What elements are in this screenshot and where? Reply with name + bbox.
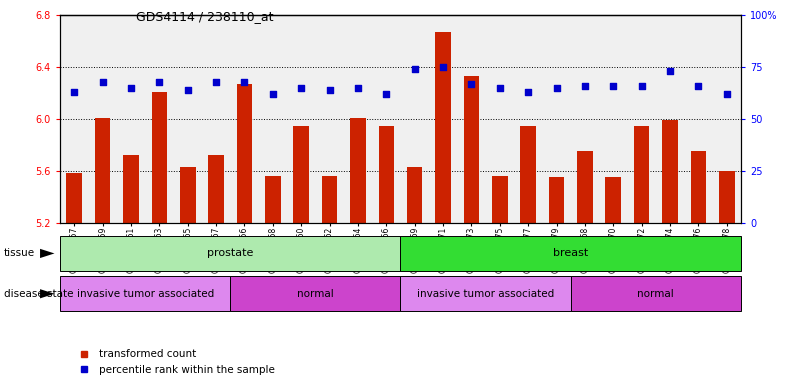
Point xyxy=(720,91,733,97)
Point xyxy=(267,91,280,97)
Bar xyxy=(570,276,741,311)
Bar xyxy=(293,126,309,223)
Bar xyxy=(151,92,167,223)
Point xyxy=(323,87,336,93)
Text: normal: normal xyxy=(297,289,334,299)
Bar xyxy=(123,156,139,223)
Bar xyxy=(606,177,621,223)
Point xyxy=(181,87,194,93)
Bar xyxy=(60,276,231,311)
Bar xyxy=(95,118,111,223)
Point xyxy=(96,79,109,85)
Point xyxy=(607,83,620,89)
Point xyxy=(352,85,364,91)
Point xyxy=(380,91,392,97)
Bar xyxy=(690,151,706,223)
Point xyxy=(493,85,506,91)
Point xyxy=(663,68,676,74)
Bar xyxy=(379,126,394,223)
Text: invasive tumor associated: invasive tumor associated xyxy=(77,289,214,299)
Text: invasive tumor associated: invasive tumor associated xyxy=(417,289,554,299)
Point xyxy=(521,89,534,95)
Bar xyxy=(662,120,678,223)
Point xyxy=(635,83,648,89)
Bar xyxy=(464,76,479,223)
Bar xyxy=(236,84,252,223)
Point xyxy=(437,64,449,70)
Bar xyxy=(231,276,400,311)
Bar xyxy=(400,236,741,271)
Text: prostate: prostate xyxy=(207,248,253,258)
Text: breast: breast xyxy=(553,248,589,258)
Bar xyxy=(350,118,366,223)
Point xyxy=(465,81,478,87)
Bar xyxy=(66,174,82,223)
Text: normal: normal xyxy=(638,289,674,299)
Bar xyxy=(634,126,650,223)
Bar xyxy=(265,176,280,223)
Bar xyxy=(492,176,508,223)
Bar xyxy=(208,156,224,223)
Point xyxy=(692,83,705,89)
Bar xyxy=(60,236,400,271)
Text: GDS4114 / 238110_at: GDS4114 / 238110_at xyxy=(136,10,274,23)
Bar xyxy=(719,171,735,223)
Bar xyxy=(400,276,570,311)
Point xyxy=(578,83,591,89)
Point xyxy=(409,66,421,72)
Bar xyxy=(322,176,337,223)
Point xyxy=(125,85,138,91)
Bar xyxy=(435,32,451,223)
Point xyxy=(210,79,223,85)
Text: disease state: disease state xyxy=(4,289,74,299)
Point xyxy=(68,89,81,95)
Legend: transformed count, percentile rank within the sample: transformed count, percentile rank withi… xyxy=(70,345,280,379)
Point xyxy=(550,85,563,91)
Bar xyxy=(521,126,536,223)
Bar xyxy=(549,177,565,223)
Bar xyxy=(577,151,593,223)
Point xyxy=(238,79,251,85)
Bar xyxy=(180,167,195,223)
Point xyxy=(295,85,308,91)
Bar xyxy=(407,167,422,223)
Text: tissue: tissue xyxy=(4,248,35,258)
Point xyxy=(153,79,166,85)
